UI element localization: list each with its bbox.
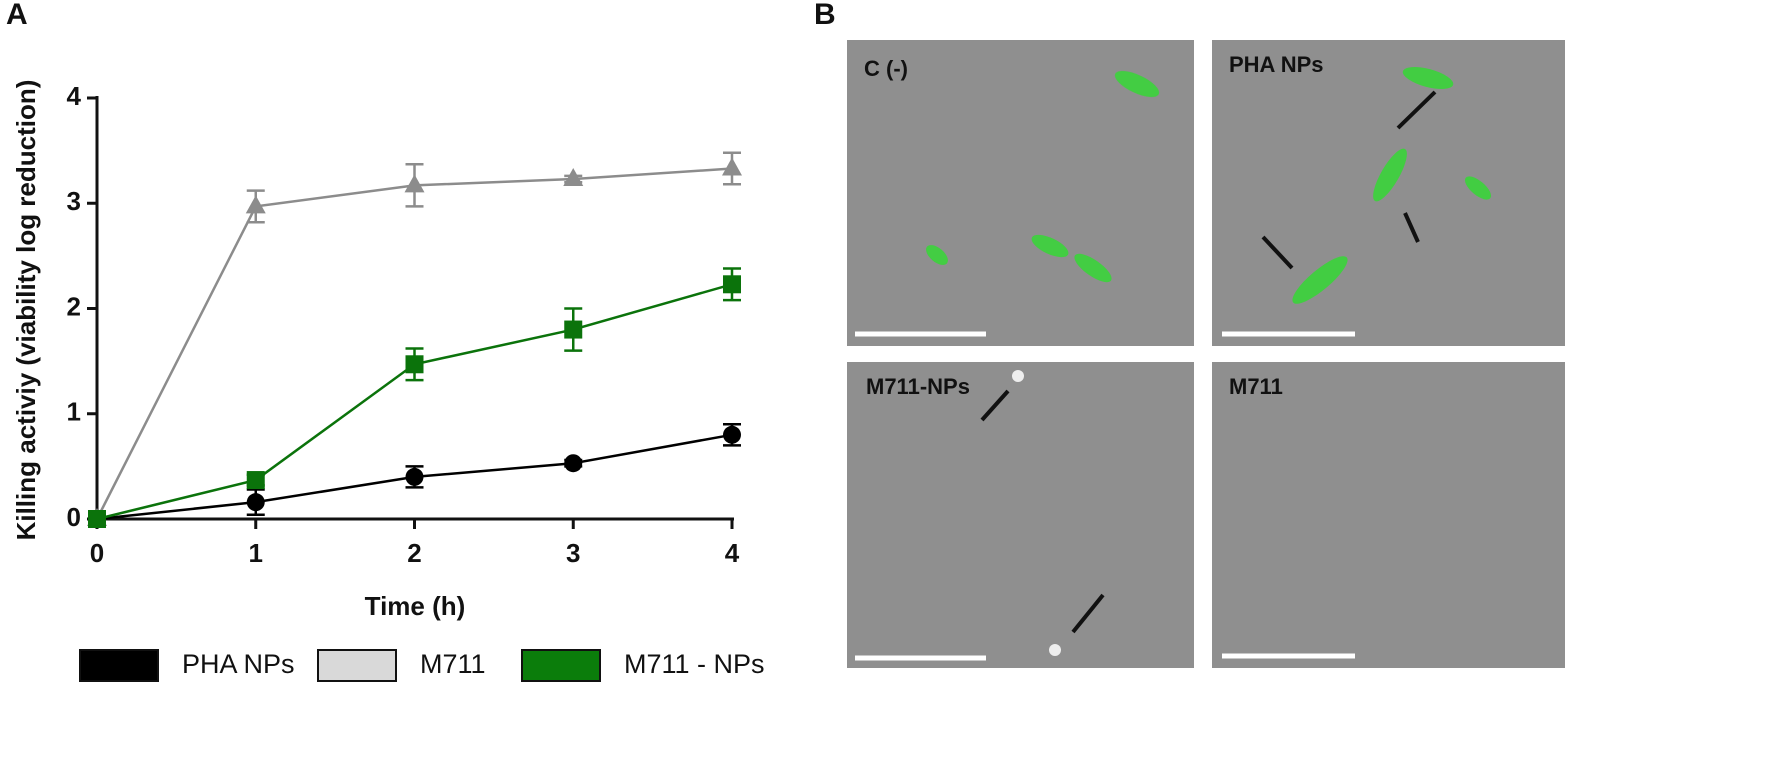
marker: [722, 157, 742, 176]
x-tick-label: 0: [90, 538, 104, 568]
image-label: C (-): [864, 56, 908, 81]
legend-label: M711 - NPs: [624, 649, 765, 679]
marker: [723, 275, 741, 294]
marker: [404, 174, 425, 193]
marker: [563, 168, 584, 187]
marker: [246, 493, 265, 512]
marker: [564, 320, 583, 339]
legend-swatch: [317, 649, 397, 682]
y-axis-label: Killing activiy (viability log reduction…: [11, 80, 41, 541]
y-tick-label: 1: [67, 397, 81, 427]
x-tick-label: 1: [249, 538, 263, 568]
micrograph: [1212, 40, 1565, 346]
legend-label: PHA NPs: [182, 649, 295, 679]
x-axis-label: Time (h): [365, 591, 466, 621]
micrograph: [847, 362, 1194, 668]
legend-label: M711: [420, 649, 486, 679]
panel-label: A: [6, 0, 28, 31]
marker: [405, 467, 424, 486]
y-tick-label: 0: [67, 502, 81, 532]
image-label: M711-NPs: [866, 374, 970, 399]
panel-label: B: [814, 0, 836, 31]
x-tick-label: 4: [725, 538, 740, 568]
x-tick-label: 2: [407, 538, 421, 568]
y-tick-label: 3: [67, 186, 81, 216]
x-tick-label: 3: [566, 538, 580, 568]
marker: [246, 471, 265, 490]
legend-swatch: [521, 649, 601, 682]
marker: [245, 195, 266, 214]
y-tick-label: 4: [67, 81, 82, 111]
marker: [723, 425, 741, 444]
micrograph: [847, 40, 1194, 346]
image-label: M711: [1229, 374, 1283, 399]
y-tick-label: 2: [67, 291, 81, 321]
marker: [564, 454, 583, 473]
micrograph: [1212, 362, 1565, 668]
legend-swatch: [79, 649, 159, 682]
marker: [405, 355, 424, 374]
marker: [88, 510, 106, 528]
image-label: PHA NPs: [1229, 52, 1324, 77]
